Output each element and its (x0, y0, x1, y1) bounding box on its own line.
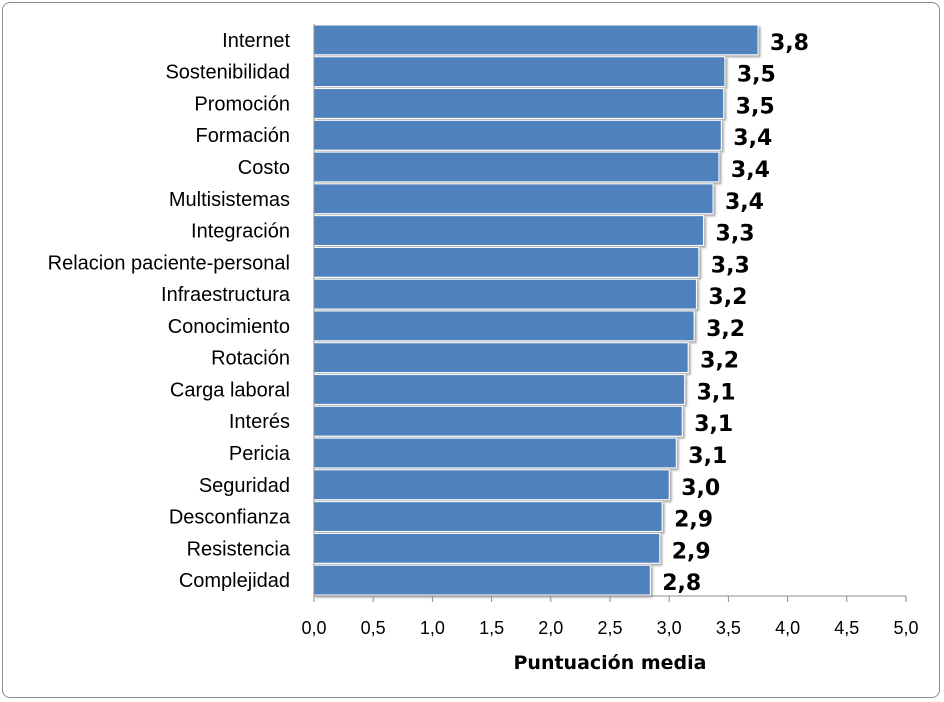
data-label: 3,2 (700, 349, 739, 374)
bar (313, 501, 663, 532)
category-label: Internet (222, 30, 290, 52)
data-label: 3,5 (736, 94, 775, 119)
category-label: Interés (229, 411, 290, 433)
bar (313, 437, 677, 469)
bars-group (313, 24, 759, 596)
bar (313, 405, 683, 437)
category-label: Infraestructura (161, 284, 291, 306)
x-tick-label: 0,0 (301, 618, 326, 638)
bar (313, 564, 651, 596)
bar (313, 342, 689, 374)
data-label: 3,2 (708, 285, 747, 310)
x-tick-label: 2,0 (538, 618, 563, 638)
bar (313, 119, 722, 151)
x-tick-label: 3,5 (716, 618, 741, 638)
x-tick-label: 0,5 (361, 618, 386, 638)
category-label: Rotación (211, 348, 290, 370)
category-label: Costo (238, 157, 290, 179)
x-tick-label: 4,0 (775, 618, 800, 638)
category-label: Promoción (194, 93, 290, 115)
data-label: 3,1 (688, 444, 727, 469)
bar (313, 215, 705, 246)
bar (313, 469, 670, 501)
bar (313, 278, 697, 310)
bar (313, 183, 714, 215)
data-label: 3,0 (681, 476, 720, 501)
bar (313, 151, 720, 183)
data-label: 3,1 (697, 380, 736, 405)
category-label: Conocimiento (168, 316, 290, 338)
category-label: Relacion paciente-personal (48, 252, 290, 274)
data-label: 3,3 (711, 253, 750, 278)
data-label: 3,4 (725, 190, 764, 215)
category-label: Desconfianza (169, 507, 291, 529)
category-label: Complejidad (179, 570, 290, 592)
bar (313, 532, 661, 564)
x-tick-label: 3,0 (657, 618, 682, 638)
data-label: 2,8 (662, 571, 701, 596)
axes-group: Internet 3,8 Sostenibilidad 3,5 Promoción 3,5… (48, 24, 919, 638)
category-label: Resistencia (187, 538, 291, 560)
x-tick-label: 5,0 (893, 618, 918, 638)
data-label: 3,8 (770, 31, 809, 56)
x-tick-label: 2,5 (597, 618, 622, 638)
data-label: 3,1 (694, 412, 733, 437)
bar (313, 374, 686, 405)
category-label: Formación (196, 125, 290, 147)
data-label: 2,9 (672, 539, 711, 564)
bar (313, 24, 759, 56)
x-tick-label: 4,5 (834, 618, 859, 638)
category-label: Sostenibilidad (165, 62, 290, 84)
category-label: Multisistemas (169, 189, 290, 211)
data-label: 3,4 (731, 158, 770, 183)
data-label: 3,2 (706, 317, 745, 342)
bar (313, 310, 695, 342)
bar (313, 56, 726, 88)
x-axis-title: Puntuación media (514, 652, 707, 674)
bar (313, 246, 700, 278)
data-label: 2,9 (674, 508, 713, 533)
data-label: 3,4 (733, 126, 772, 151)
data-label: 3,5 (737, 63, 776, 88)
x-tick-label: 1,5 (479, 618, 504, 638)
category-label: Carga laboral (170, 379, 290, 401)
category-label: Integración (191, 221, 290, 243)
category-label: Seguridad (199, 475, 290, 497)
x-tick-label: 1,0 (420, 618, 445, 638)
bar (313, 88, 725, 119)
data-label: 3,3 (716, 222, 755, 247)
category-label: Pericia (229, 443, 291, 465)
